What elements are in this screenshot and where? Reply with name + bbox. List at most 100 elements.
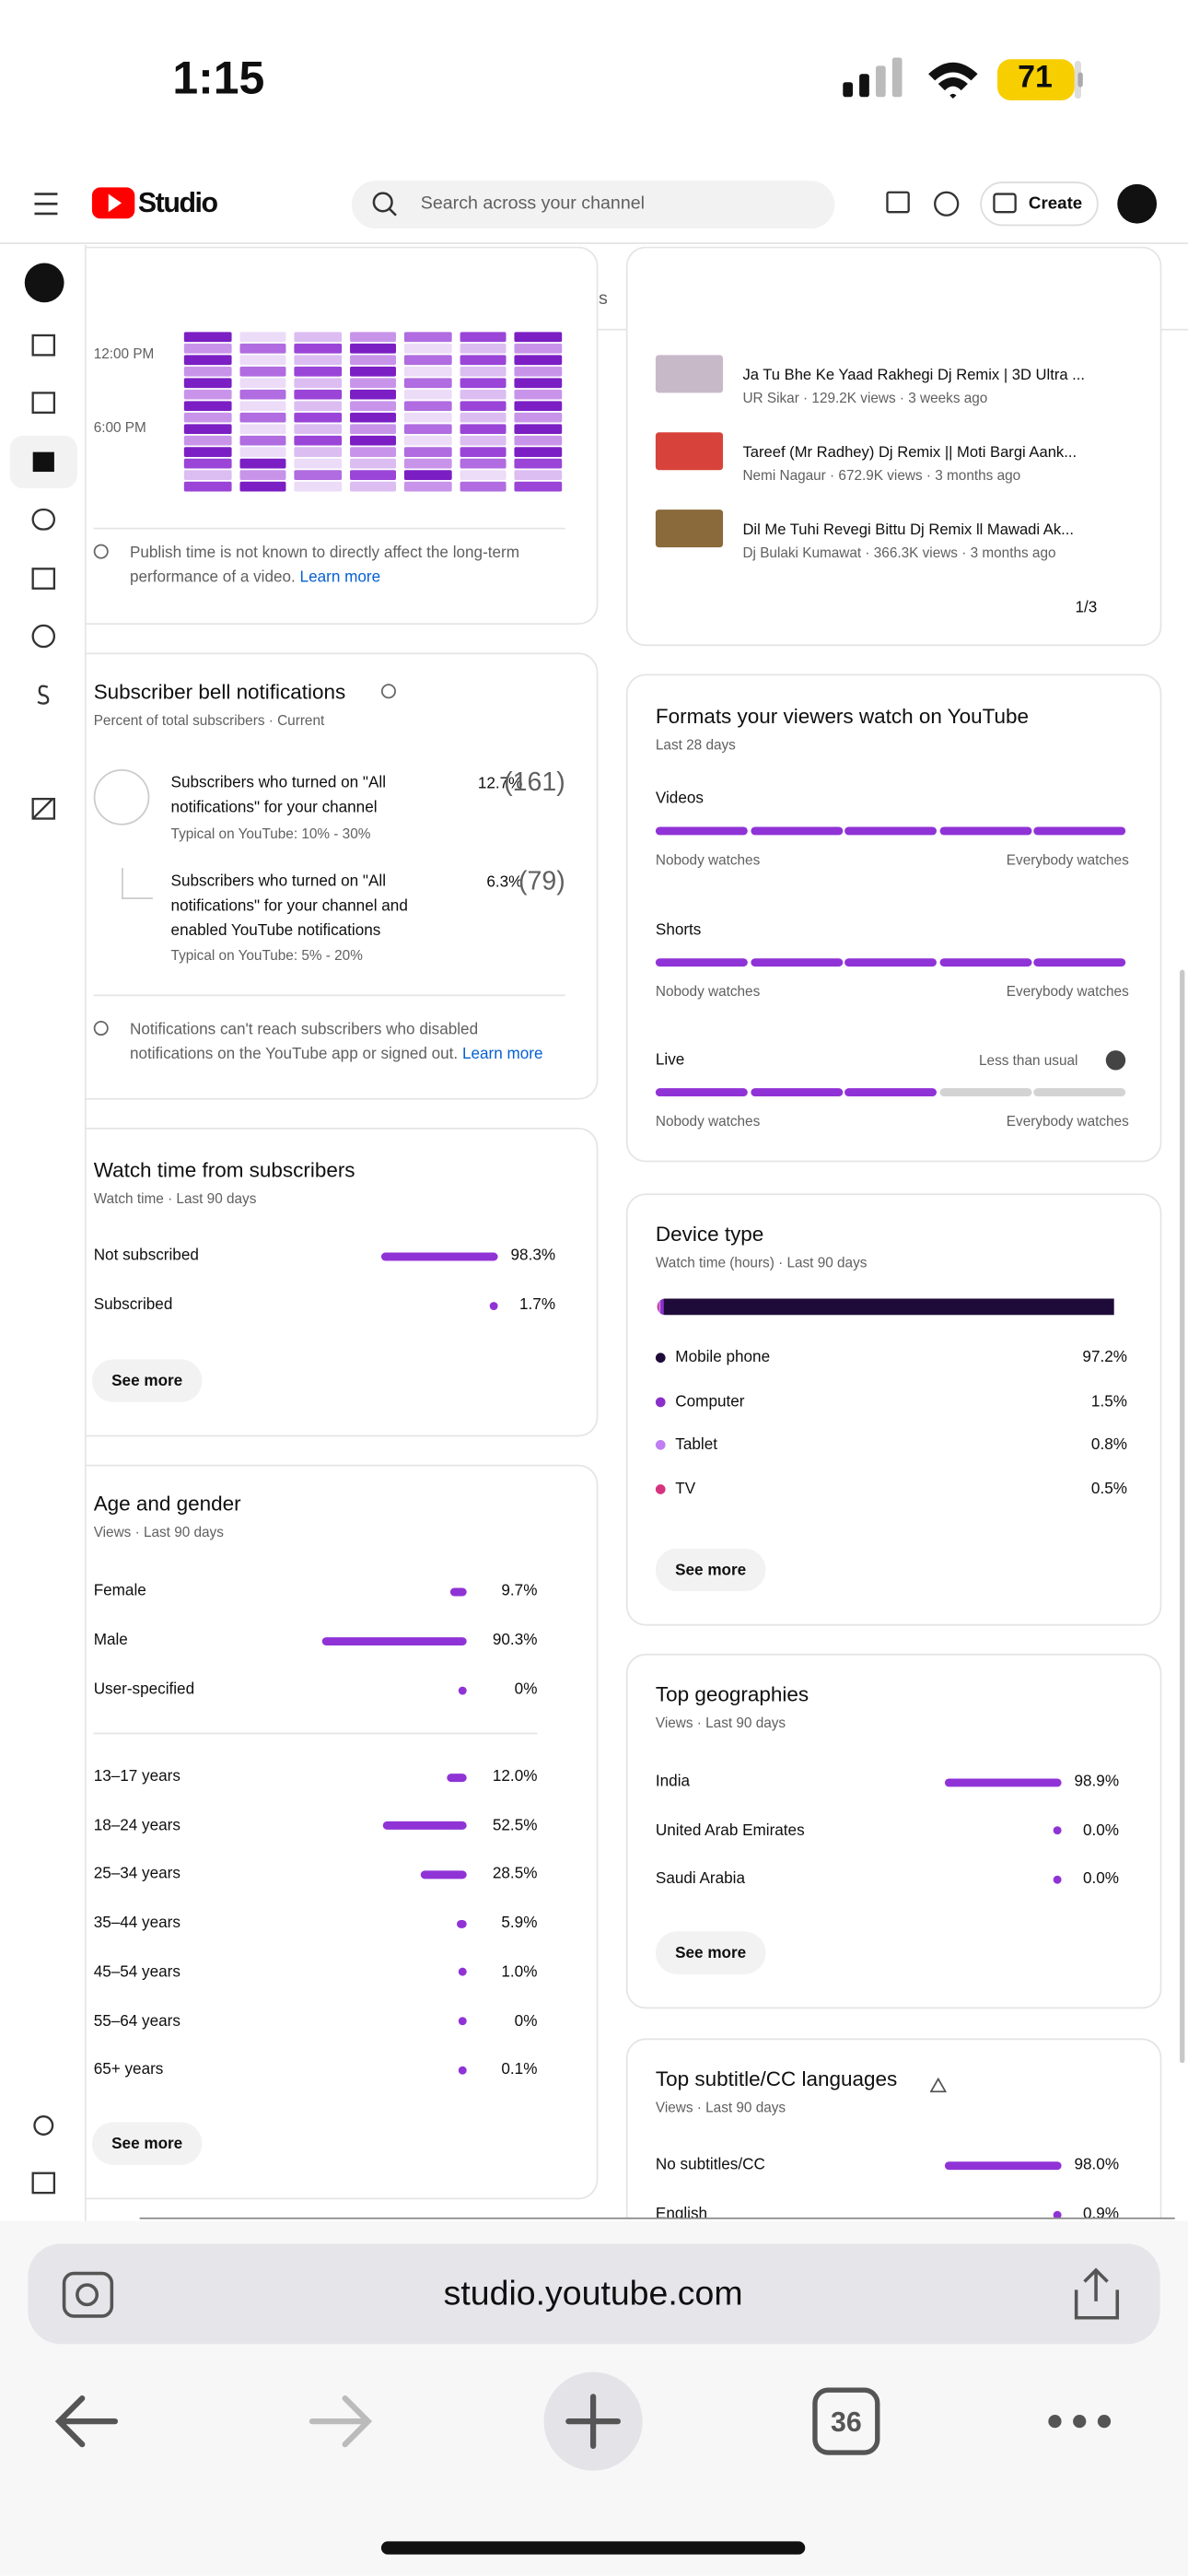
heat-cell [183,435,231,445]
heat-cell [459,389,507,399]
card [625,673,1162,1163]
row-label: 65+ years [93,2060,164,2079]
heat-cell [183,366,231,376]
card-subtitle: Watch time (hours) · Last 90 days [655,1254,868,1271]
bar-segment [939,826,1032,836]
scale-min: Nobody watches [655,982,761,999]
link[interactable]: Learn more [299,568,381,587]
heat-cell [349,355,396,365]
see-more-button[interactable]: See more [91,1359,203,1402]
video-title[interactable]: Ja Tu Bhe Ke Yaad Rakhegi Dj Remix | 3D … [742,366,1086,383]
bell-value: 6.3% [486,873,523,892]
legend-label: Computer [675,1392,745,1411]
card-title: Device type [655,1223,764,1247]
see-more-button[interactable]: See more [655,1548,766,1592]
heat-cell [239,355,286,365]
heat-cell [294,355,342,365]
heat-cell [349,470,396,480]
bar-segment [655,826,748,836]
heat-cell [403,424,451,434]
card-subtitle: Views · Last 90 days [655,2099,786,2116]
row-value: 0% [514,2011,538,2031]
row-value: 1.7% [519,1295,556,1315]
heat-cell [294,366,342,376]
heat-cell [403,343,451,353]
row-label: Subscribed [93,1295,173,1315]
heat-cell [183,355,231,365]
bar [458,1685,467,1694]
legend-dot [655,1439,666,1450]
heat-cell [349,424,396,434]
heat-cell [294,435,342,445]
row-label: 35–44 years [93,1914,181,1933]
heat-cell [514,447,562,457]
bar [450,1587,467,1596]
bar-segment [750,826,843,836]
heat-cell [403,447,451,457]
bar [458,2066,467,2075]
bar-segment [655,1088,748,1097]
card-title: Formats your viewers watch on YouTube [655,705,1029,729]
heat-cell [349,435,396,445]
heat-cell [239,412,286,422]
legend-label: Mobile phone [675,1348,771,1367]
scale-min: Nobody watches [655,851,761,869]
row-label: 45–54 years [93,1962,181,1982]
heat-cell [294,470,342,480]
row-value: 90.3% [492,1631,538,1650]
heat-cell [183,424,231,434]
card [625,2038,1162,2219]
heat-cell [403,355,451,365]
heat-cell [459,401,507,411]
heat-cell [239,424,286,434]
content-area: verviewContentAudienceRevenueTrendsMar 2… [85,246,1188,2219]
bar-segment [657,1298,660,1316]
video-title[interactable]: Dil Me Tuhi Revegi Bittu Dj Remix ll Maw… [742,521,1074,538]
heat-cell [514,424,562,434]
heat-cell [349,447,396,457]
heat-cell [349,458,396,468]
card-subtitle: Views · Last 90 days [655,1714,786,1731]
row-text: Subscribers who turned on "All notificat… [170,872,408,940]
bar-segment [939,957,1032,966]
heat-cell [459,355,507,365]
divider [93,1732,538,1735]
heat-cell [459,343,507,353]
bar-segment [750,957,843,966]
bar [381,1251,498,1260]
bar [944,1777,1062,1786]
warning-icon [929,2071,948,2093]
row-value: 52.5% [492,1816,538,1835]
heat-cell [294,458,342,468]
bar-segment [655,957,748,966]
row-label: 13–17 years [93,1767,181,1786]
format-label: Live [655,1050,685,1070]
row-value: 0.0% [1083,1821,1120,1840]
scale-max: Everybody watches [1006,982,1129,999]
card-title: Watch time from subscribers [93,1158,355,1182]
row-text: Subscribers who turned on "All notificat… [170,774,387,817]
bar [1053,2209,1062,2219]
link[interactable]: Learn more [461,1045,543,1064]
row-value: 12.0% [492,1767,538,1786]
heat-cell [183,401,231,411]
heat-cell [514,412,562,422]
row-value: 0.9% [1083,2205,1120,2219]
card-title: Top geographies [655,1683,809,1706]
bar-segment [1033,957,1127,966]
see-more-button[interactable]: See more [655,1931,766,1974]
row-label: English [655,2205,708,2219]
heat-cell [239,447,286,457]
heat-cell [294,481,342,491]
card-title: Subscriber bell notifications [93,680,346,704]
heat-cell [349,412,396,422]
heat-cell [514,378,562,388]
video-title[interactable]: Tareef (Mr Radhey) Dj Remix || Moti Barg… [742,443,1077,461]
heat-cell [183,378,231,388]
row-label: Female [93,1582,146,1600]
bar [381,1821,467,1831]
bar-segment [1033,826,1127,836]
thumbnail [655,509,724,548]
see-more-button[interactable]: See more [91,2122,203,2165]
